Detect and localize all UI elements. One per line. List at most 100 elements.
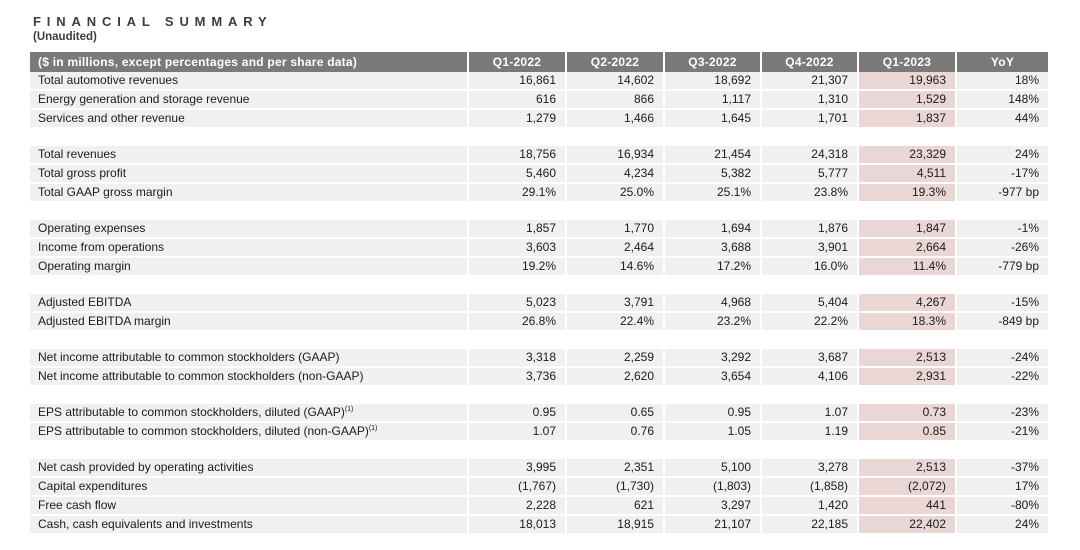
row-label: Net income attributable to common stockh… — [30, 368, 469, 385]
cell-q1-2023: 4,511 — [859, 165, 957, 182]
row-label: Energy generation and storage revenue — [30, 91, 469, 108]
cell-q1-2023: 2,513 — [859, 349, 957, 366]
cell-q3-2022: 3,297 — [665, 497, 762, 514]
cell-yoy: -977 bp — [957, 184, 1048, 201]
table-row: Services and other revenue 1,279 1,466 1,64… — [30, 110, 1048, 129]
cell-q1-2022: 1.07 — [469, 423, 567, 440]
cell-q2-2022: 2,351 — [567, 459, 665, 476]
cell-q1-2022: 16,861 — [469, 72, 567, 89]
cell-q2-2022: 866 — [567, 91, 665, 108]
cell-yoy: 24% — [957, 516, 1048, 533]
cell-yoy: -37% — [957, 459, 1048, 476]
cell-q4-2022: 4,106 — [762, 368, 859, 385]
cell-q4-2022: 22,185 — [762, 516, 859, 533]
cell-q4-2022: 24,318 — [762, 146, 859, 163]
cell-q4-2022: 5,777 — [762, 165, 859, 182]
cell-q1-2023: 18.3% — [859, 313, 957, 330]
table-row: Total gross profit 5,460 4,234 5,382 5,777 4,… — [30, 165, 1048, 184]
cell-q4-2022: 1,701 — [762, 110, 859, 127]
cell-q2-2022: 1,770 — [567, 220, 665, 237]
cell-q1-2023: 22,402 — [859, 516, 957, 533]
cell-q1-2022: 29.1% — [469, 184, 567, 201]
row-label: Capital expenditures — [30, 478, 469, 495]
cell-q1-2023: 0.85 — [859, 423, 957, 440]
cell-q1-2023: 23,329 — [859, 146, 957, 163]
cell-q4-2022: 1.19 — [762, 423, 859, 440]
table-row: Net income attributable to common stockh… — [30, 349, 1048, 368]
cell-q1-2022: 18,756 — [469, 146, 567, 163]
cell-yoy: 24% — [957, 146, 1048, 163]
row-label: Adjusted EBITDA margin — [30, 313, 469, 330]
table-row: Capital expenditures (1,767) (1,730) (1,803… — [30, 478, 1048, 497]
table-row: Income from operations 3,603 2,464 3,688 3,9… — [30, 239, 1048, 258]
section-gap — [30, 203, 1048, 220]
report-subtitle: (Unaudited) — [33, 31, 97, 43]
cell-yoy: -17% — [957, 165, 1048, 182]
cell-q2-2022: 2,620 — [567, 368, 665, 385]
cell-q1-2023: 1,529 — [859, 91, 957, 108]
cell-q2-2022: 16,934 — [567, 146, 665, 163]
table-row: Adjusted EBITDA 5,023 3,791 4,968 5,404 4,267… — [30, 294, 1048, 313]
cell-q1-2022: 0.95 — [469, 404, 567, 421]
table-row: Free cash flow 2,228 621 3,297 1,420 441 -80% — [30, 497, 1048, 516]
cell-q4-2022: 16.0% — [762, 258, 859, 275]
row-label: Cash, cash equivalents and investments — [30, 516, 469, 533]
cell-q2-2022: 1,466 — [567, 110, 665, 127]
column-header-q1-2023: Q1-2023 — [859, 52, 957, 72]
cell-q2-2022: 14,602 — [567, 72, 665, 89]
row-label: EPS attributable to common stockholders,… — [30, 423, 469, 440]
cell-q2-2022: 621 — [567, 497, 665, 514]
cell-q2-2022: (1,730) — [567, 478, 665, 495]
row-label: EPS attributable to common stockholders,… — [30, 404, 469, 421]
cell-q1-2022: 19.2% — [469, 258, 567, 275]
table-row: Operating expenses 1,857 1,770 1,694 1,876 1,… — [30, 220, 1048, 239]
cell-q1-2022: 2,228 — [469, 497, 567, 514]
cell-q2-2022: 18,915 — [567, 516, 665, 533]
row-label: Operating margin — [30, 258, 469, 275]
cell-yoy: -26% — [957, 239, 1048, 256]
footnote-marker: (1) — [344, 406, 354, 413]
row-label: Adjusted EBITDA — [30, 294, 469, 311]
cell-yoy: -24% — [957, 349, 1048, 366]
cell-q3-2022: (1,803) — [665, 478, 762, 495]
cell-yoy: 44% — [957, 110, 1048, 127]
report-title: FINANCIAL SUMMARY — [33, 14, 273, 29]
cell-q3-2022: 0.95 — [665, 404, 762, 421]
cell-q1-2022: 3,318 — [469, 349, 567, 366]
cell-yoy: -80% — [957, 497, 1048, 514]
cell-q3-2022: 3,292 — [665, 349, 762, 366]
cell-q4-2022: 1,310 — [762, 91, 859, 108]
cell-yoy: -849 bp — [957, 313, 1048, 330]
table-row: EPS attributable to common stockholders,… — [30, 404, 1048, 423]
footnote-marker: (1) — [368, 425, 378, 432]
table-row: Total revenues 18,756 16,934 21,454 24,318 23… — [30, 146, 1048, 165]
cell-q3-2022: 25.1% — [665, 184, 762, 201]
cell-q1-2023: 1,837 — [859, 110, 957, 127]
table-header-label: ($ in millions, except percentages and p… — [30, 52, 469, 72]
table-row: EPS attributable to common stockholders,… — [30, 423, 1048, 442]
cell-q1-2023: 4,267 — [859, 294, 957, 311]
cell-q4-2022: 1.07 — [762, 404, 859, 421]
table-body: Total automotive revenues 16,861 14,602 18,… — [30, 72, 1048, 535]
cell-q2-2022: 25.0% — [567, 184, 665, 201]
column-header-q1-2022: Q1-2022 — [469, 52, 567, 72]
row-label: Net cash provided by operating activitie… — [30, 459, 469, 476]
cell-q2-2022: 14.6% — [567, 258, 665, 275]
cell-q3-2022: 1,694 — [665, 220, 762, 237]
cell-q1-2022: 1,279 — [469, 110, 567, 127]
cell-q3-2022: 18,692 — [665, 72, 762, 89]
cell-yoy: 18% — [957, 72, 1048, 89]
section-gap — [30, 387, 1048, 404]
cell-q3-2022: 5,382 — [665, 165, 762, 182]
cell-q2-2022: 0.76 — [567, 423, 665, 440]
cell-q1-2023: 441 — [859, 497, 957, 514]
cell-q4-2022: 1,876 — [762, 220, 859, 237]
cell-q2-2022: 2,464 — [567, 239, 665, 256]
table-row: Adjusted EBITDA margin 26.8% 22.4% 23.2% 22.… — [30, 313, 1048, 332]
table-header-row: ($ in millions, except percentages and p… — [30, 52, 1048, 72]
cell-q4-2022: (1,858) — [762, 478, 859, 495]
row-label: Total automotive revenues — [30, 72, 469, 89]
cell-yoy: -22% — [957, 368, 1048, 385]
section-gap — [30, 277, 1048, 294]
cell-q1-2022: 3,603 — [469, 239, 567, 256]
